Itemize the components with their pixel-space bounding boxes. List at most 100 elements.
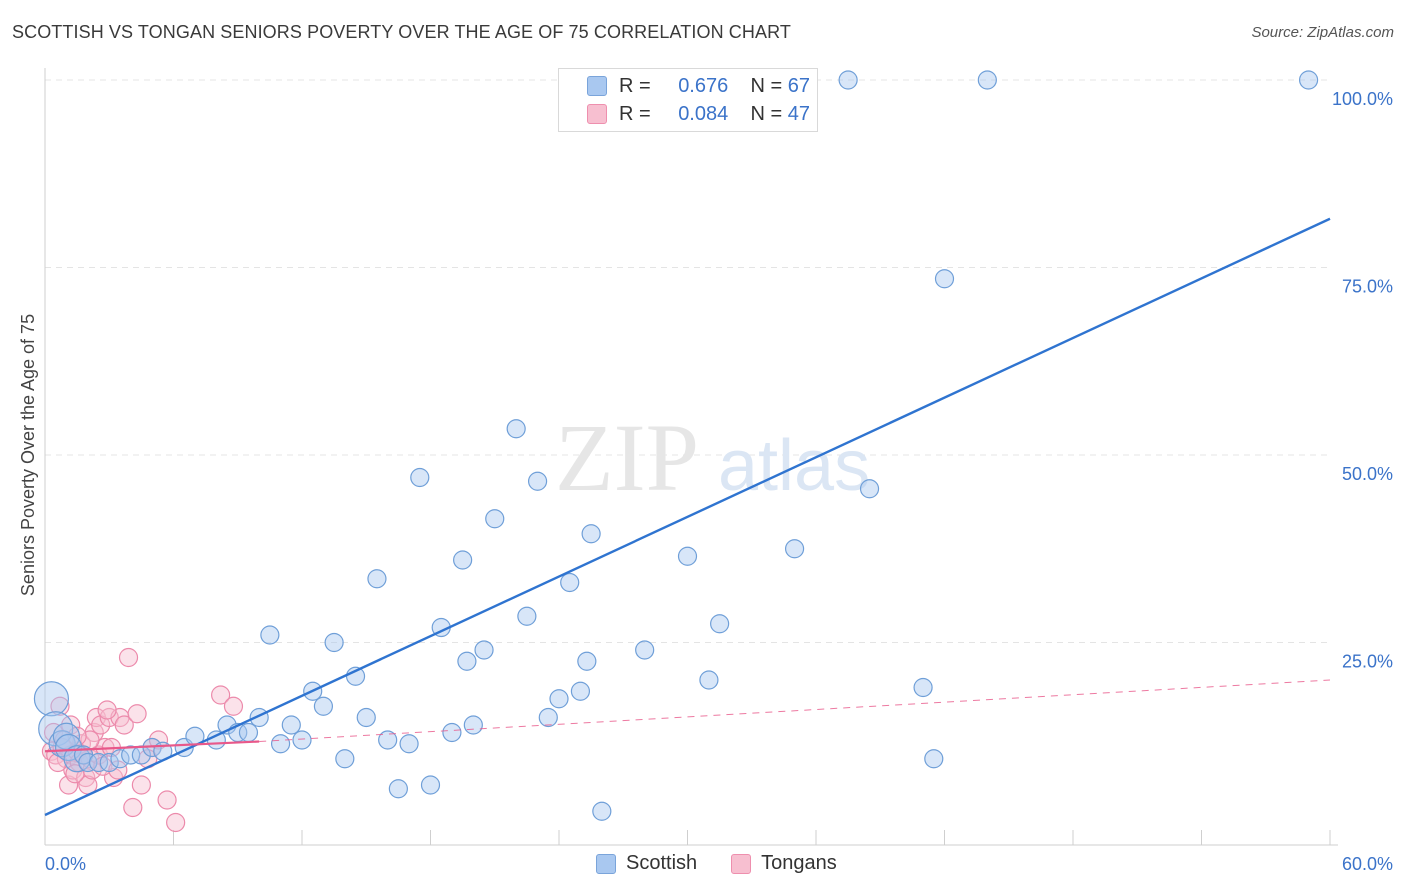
y-tick-label: 100.0% xyxy=(1332,89,1393,109)
trend-line-tongans xyxy=(44,740,260,753)
legend-r-label: R = xyxy=(619,74,651,97)
scottish-point xyxy=(367,569,387,589)
scottish-point xyxy=(313,696,334,716)
tongans-point xyxy=(223,696,244,716)
scottish-point xyxy=(33,681,70,717)
legend-n-label: N = xyxy=(750,74,783,97)
scottish-point xyxy=(577,651,597,671)
legend-row-tongans: R = 0.084 N = 47 xyxy=(559,99,810,129)
tongans-point xyxy=(50,696,70,716)
scottish-point xyxy=(463,715,483,735)
tongans-point xyxy=(114,715,134,735)
tongans-point xyxy=(131,775,151,795)
tongans-point xyxy=(148,730,169,750)
scottish-point xyxy=(485,509,505,529)
watermark-atlas: atlas xyxy=(718,426,870,506)
y-tick-label: 75.0% xyxy=(1342,277,1393,297)
scottish-point xyxy=(677,546,698,566)
legend-label-tongans: Tongans xyxy=(761,852,837,874)
scottish-point xyxy=(538,707,558,728)
series-legend: Scottish Tongans xyxy=(596,852,837,875)
tick-labels: 25.0% 50.0% 75.0% 100.0% 0.0% 60.0% xyxy=(45,89,1393,874)
scottish-point xyxy=(924,749,944,769)
scottish-point xyxy=(110,749,130,769)
tongans-point xyxy=(123,797,143,818)
scottish-point xyxy=(699,670,719,690)
scottish-point xyxy=(388,779,408,799)
tongans-point xyxy=(211,685,231,705)
legend-r-label: R = xyxy=(619,102,651,125)
scottish-point xyxy=(399,734,419,754)
series-scottish xyxy=(33,70,1319,821)
chart-title: SCOTTISH VS TONGAN SENIORS POVERTY OVER … xyxy=(12,22,791,42)
scottish-point xyxy=(549,689,569,709)
tongans-point xyxy=(58,775,79,795)
legend-n-label: N = xyxy=(750,102,783,125)
x-tick-label: 60.0% xyxy=(1342,854,1393,874)
scottish-point xyxy=(784,539,805,559)
scottish-point xyxy=(78,752,98,773)
scottish-point xyxy=(581,524,601,544)
scottish-point xyxy=(560,572,580,593)
scottish-point xyxy=(527,471,548,491)
scottish-point xyxy=(838,70,858,90)
scottish-point xyxy=(281,715,301,735)
trend-line-scottish xyxy=(44,217,1331,817)
legend-swatch-scottish xyxy=(596,853,616,874)
scottish-point xyxy=(378,730,398,750)
scottish-point xyxy=(99,752,119,773)
scottish-point xyxy=(457,651,477,671)
tongans-point xyxy=(118,647,139,668)
tongans-point xyxy=(97,700,117,720)
tongans-point xyxy=(127,704,147,724)
legend-row-scottish: R = 0.676 N = 67 xyxy=(559,71,810,101)
data-series xyxy=(33,70,1319,833)
tongans-point xyxy=(65,764,85,784)
tongans-point xyxy=(157,790,177,810)
y-tick-label: 50.0% xyxy=(1342,464,1393,484)
scottish-point xyxy=(977,70,997,90)
legend-label-scottish: Scottish xyxy=(626,852,698,874)
legend-r-value: 0.676 xyxy=(678,74,729,97)
scottish-point xyxy=(1298,70,1319,90)
tongans-point xyxy=(48,752,68,773)
x-tick-label: 0.0% xyxy=(45,854,86,874)
legend-n-value: 47 xyxy=(787,102,810,125)
watermark: ZIP atlas xyxy=(555,404,870,511)
scottish-point xyxy=(453,550,473,570)
scottish-point xyxy=(420,775,441,795)
watermark-zip: ZIP xyxy=(555,404,699,511)
scottish-point xyxy=(517,606,537,626)
scottish-point xyxy=(934,269,955,289)
scottish-point xyxy=(506,419,526,439)
gridlines xyxy=(45,79,1330,643)
scottish-point xyxy=(474,640,494,660)
scottish-point xyxy=(88,752,109,773)
scottish-point xyxy=(592,801,612,821)
scottish-point xyxy=(270,734,291,754)
scottish-point xyxy=(859,479,880,499)
scottish-point xyxy=(292,730,312,750)
correlation-legend: R = 0.676 N = 67 R = 0.084 N = 47 xyxy=(558,68,818,132)
scottish-point xyxy=(260,625,280,645)
scottish-point xyxy=(121,745,141,765)
scottish-point xyxy=(710,614,730,634)
legend-swatch-scottish xyxy=(587,76,607,96)
scottish-point xyxy=(635,640,655,660)
legend-swatch-tongans xyxy=(731,853,752,874)
legend-n-value: 67 xyxy=(787,74,810,97)
scottish-point xyxy=(238,722,259,743)
scottish-point xyxy=(335,749,355,769)
scottish-point xyxy=(410,467,430,488)
scottish-point xyxy=(442,722,462,743)
scottish-point xyxy=(356,707,376,728)
y-tick-label: 25.0% xyxy=(1342,652,1393,672)
scottish-point xyxy=(324,632,344,653)
scottish-point xyxy=(570,681,591,701)
tongans-point xyxy=(166,812,186,833)
y-axis-label: Seniors Poverty Over the Age of 75 xyxy=(18,314,38,596)
legend-swatch-tongans xyxy=(587,104,607,124)
trend-lines xyxy=(44,217,1331,817)
trend-line-tongans-extension xyxy=(259,679,1331,742)
